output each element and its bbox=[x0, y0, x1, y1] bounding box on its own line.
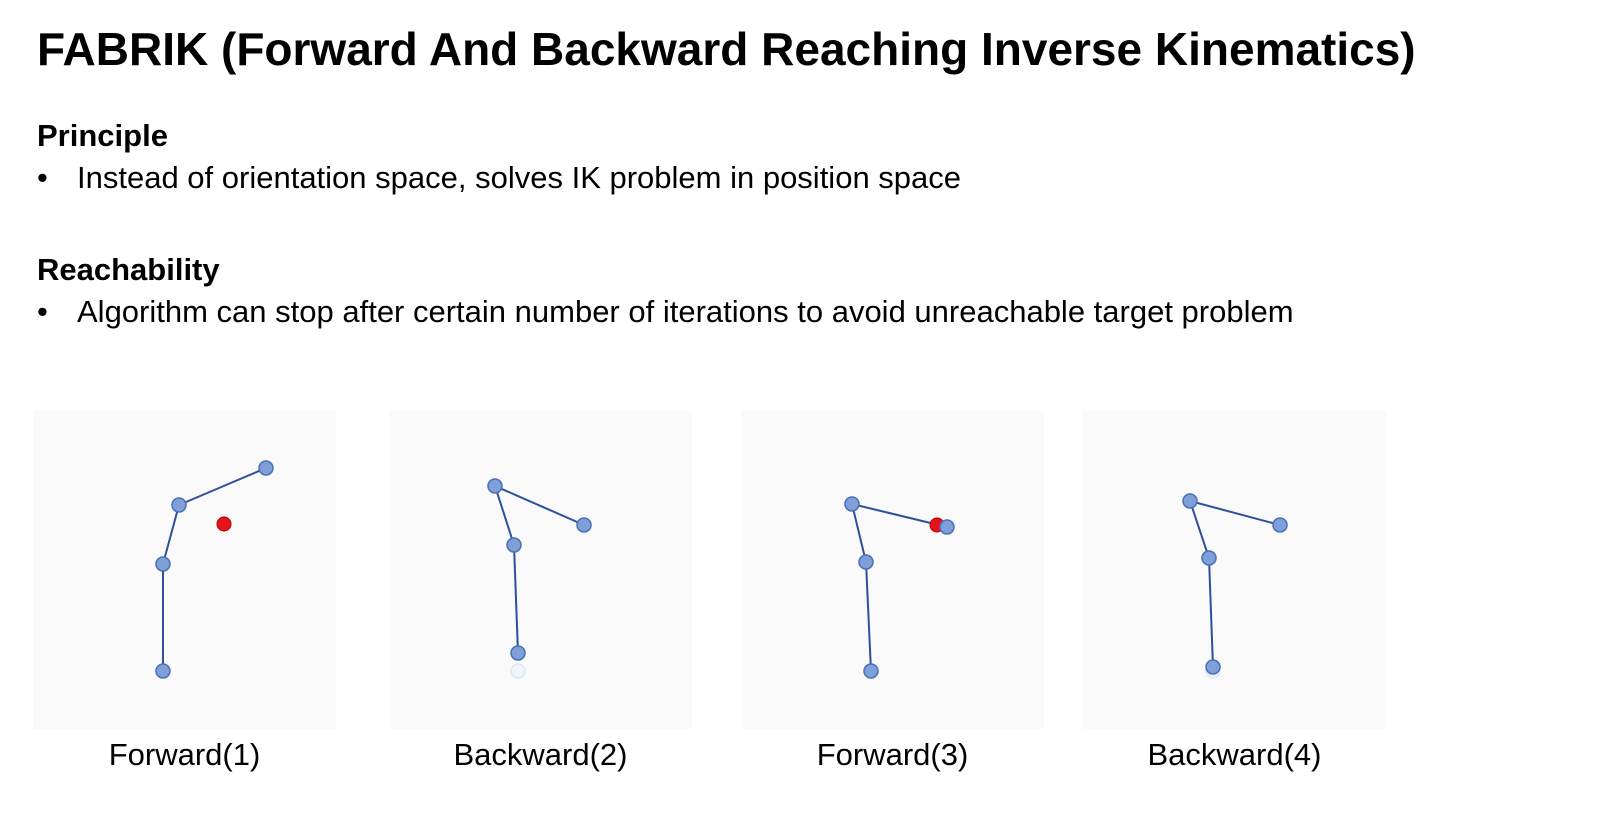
joint-node bbox=[1272, 517, 1288, 533]
bone-segment bbox=[494, 485, 515, 546]
joint-node bbox=[171, 497, 187, 513]
bone-segment bbox=[1189, 500, 1210, 559]
bone-segment bbox=[865, 561, 872, 672]
bone-segment bbox=[1189, 500, 1281, 526]
panel-forward-3 bbox=[741, 411, 1044, 729]
joint-node bbox=[939, 519, 955, 535]
bullet-dot: • bbox=[37, 160, 48, 195]
bone-segment bbox=[178, 467, 267, 506]
joint-node bbox=[1205, 659, 1221, 675]
panel-caption: Forward(1) bbox=[108, 737, 261, 772]
ik-chain-diagram bbox=[844, 496, 955, 679]
joint-node bbox=[155, 556, 171, 572]
principle-bullet-text: Instead of orientation space, solves IK … bbox=[77, 160, 962, 195]
slide-title: FABRIK (Forward And Backward Reaching In… bbox=[37, 23, 1416, 75]
principle-section: Principle • Instead of orientation space… bbox=[37, 118, 961, 196]
panel-caption: Forward(3) bbox=[816, 737, 969, 772]
panel-backward-4 bbox=[1083, 411, 1386, 729]
joint-node bbox=[863, 663, 879, 679]
joint-node bbox=[258, 460, 274, 476]
panel-caption: Backward(4) bbox=[1147, 737, 1322, 772]
joint-node bbox=[576, 517, 592, 533]
joint-node bbox=[506, 537, 522, 553]
joint-node bbox=[1182, 493, 1198, 509]
joint-node bbox=[487, 478, 503, 494]
bone-segment bbox=[851, 503, 867, 563]
joint-node bbox=[155, 663, 171, 679]
bone-segment bbox=[494, 485, 585, 526]
principle-heading: Principle bbox=[37, 118, 168, 153]
reachability-bullet-text: Algorithm can stop after certain number … bbox=[77, 294, 1294, 329]
panel-caption: Backward(2) bbox=[453, 737, 628, 772]
reachability-section: Reachability • Algorithm can stop after … bbox=[37, 252, 1294, 330]
panel-backward-2 bbox=[389, 411, 692, 729]
ik-chain-diagram bbox=[155, 460, 274, 679]
panel-forward-1 bbox=[33, 411, 336, 729]
reachability-heading: Reachability bbox=[37, 252, 220, 287]
ik-chain-diagram bbox=[1182, 493, 1288, 679]
joint-node bbox=[510, 645, 526, 661]
joint-node bbox=[858, 554, 874, 570]
target-point bbox=[216, 516, 232, 532]
ik-chain-diagram bbox=[487, 478, 592, 679]
joint-node bbox=[844, 496, 860, 512]
principle-bullet: • Instead of orientation space, solves I… bbox=[37, 160, 961, 196]
bullet-dot: • bbox=[37, 294, 48, 329]
bone-segment bbox=[513, 544, 519, 654]
ghost-joint bbox=[510, 663, 526, 679]
bone-segment bbox=[162, 504, 180, 565]
joint-node bbox=[1201, 550, 1217, 566]
reachability-bullet: • Algorithm can stop after certain numbe… bbox=[37, 294, 1294, 330]
bone-segment bbox=[1208, 557, 1214, 668]
